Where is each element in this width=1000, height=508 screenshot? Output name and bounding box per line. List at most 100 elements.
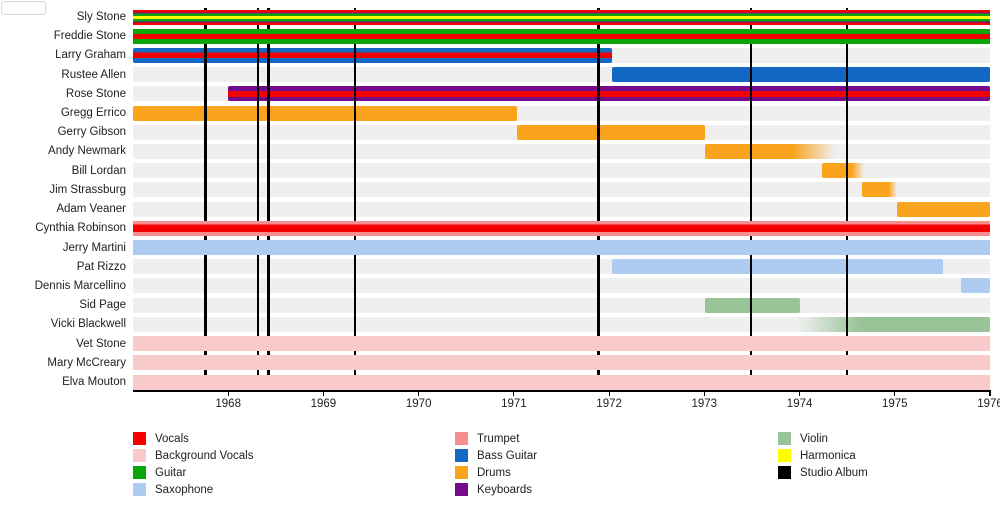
legend-label: Bass Guitar — [477, 449, 538, 462]
vocals-swatch — [133, 432, 146, 445]
legend-item: Violin — [778, 430, 868, 447]
member-label: Freddie Stone — [53, 30, 126, 43]
member-label: Cynthia Robinson — [35, 222, 126, 235]
axis-tick — [894, 390, 896, 396]
harmonica-swatch — [778, 449, 791, 462]
studio-album-line — [845, 8, 849, 390]
trumpet-swatch — [455, 432, 468, 445]
legend-label: Vocals — [155, 432, 189, 445]
legend-item: Bass Guitar — [455, 447, 537, 464]
violin-swatch — [778, 432, 791, 445]
axis-tick — [703, 390, 705, 396]
legend-item: Background Vocals — [133, 447, 253, 464]
row-band — [133, 201, 990, 217]
member-tenure-bar — [612, 67, 990, 83]
axis-tick-label: 1970 — [405, 398, 432, 410]
row-band — [133, 297, 990, 313]
axis-tick — [608, 390, 610, 396]
member-label: Pat Rizzo — [76, 260, 126, 273]
member-tenure-bar — [228, 86, 990, 102]
legend-item: Saxophone — [133, 481, 253, 498]
legend-label: Keyboards — [477, 483, 532, 496]
member-tenure-bar — [133, 28, 990, 44]
legend-column: Trumpet Bass Guitar Drums Keyboards — [455, 430, 537, 498]
member-tenure-bar — [133, 220, 990, 236]
member-label: Rustee Allen — [61, 68, 126, 81]
axis-tick — [322, 390, 324, 396]
legend-column: Violin Harmonica Studio Album — [778, 430, 868, 481]
axis-tick-label: 1974 — [786, 398, 813, 410]
member-tenure-bar — [133, 47, 612, 63]
member-tenure-bar — [133, 355, 990, 371]
studio-album-line — [204, 8, 207, 390]
legend-item: Keyboards — [455, 481, 537, 498]
member-label: Bill Lordan — [71, 164, 126, 177]
member-tenure-bar — [961, 278, 990, 294]
legend-label: Harmonica — [800, 449, 856, 462]
member-label: Sid Page — [79, 299, 126, 312]
member-tenure-bar — [797, 316, 990, 332]
axis-tick-label: 1975 — [882, 398, 908, 410]
member-label: Rose Stone — [65, 87, 126, 100]
member-tenure-bar — [705, 297, 800, 313]
member-tenure-bar — [862, 182, 897, 198]
legend-item: Harmonica — [778, 447, 868, 464]
member-label: Adam Veaner — [56, 203, 126, 216]
member-label: Jim Strassburg — [49, 183, 126, 196]
member-label: Larry Graham — [55, 49, 126, 62]
axis-tick — [799, 390, 801, 396]
member-tenure-bar — [133, 374, 990, 390]
member-label: Jerry Martini — [62, 241, 126, 254]
studio-album-line — [597, 8, 600, 390]
member-tenure-bar — [133, 240, 990, 255]
member-label: Gerry Gibson — [57, 126, 126, 139]
row-band — [133, 182, 990, 198]
axis-tick-label: 1971 — [501, 398, 527, 410]
member-tenure-bar — [822, 163, 865, 179]
member-label: Dennis Marcellino — [34, 279, 126, 292]
legend-item: Vocals — [133, 430, 253, 447]
studio-album-line — [256, 8, 259, 390]
axis-tick — [513, 390, 515, 396]
member-tenure-bar — [133, 105, 517, 121]
legend-column: Vocals Background Vocals Guitar Saxophone — [133, 430, 253, 498]
legend-label: Trumpet — [477, 432, 520, 445]
member-tenure-bar — [896, 201, 990, 217]
studio-album-line — [267, 8, 270, 390]
legend-label: Background Vocals — [155, 449, 254, 462]
studio-album-line — [353, 8, 357, 390]
saxophone-swatch — [133, 483, 146, 496]
row-band — [133, 144, 990, 159]
bass-guitar-swatch — [455, 449, 468, 462]
axis-tick-label: 1972 — [596, 398, 622, 410]
drums-swatch — [455, 466, 468, 479]
member-label: Elva Mouton — [62, 375, 126, 388]
member-label: Vicki Blackwell — [50, 318, 126, 331]
member-label: Sly Stone — [76, 11, 126, 23]
axis-tick — [989, 390, 991, 396]
axis-tick — [418, 390, 420, 396]
legend-label: Drums — [477, 466, 511, 479]
member-label: Gregg Errico — [60, 107, 126, 120]
axis-baseline — [133, 390, 990, 392]
legend-item: Trumpet — [455, 430, 537, 447]
member-tenure-bar — [612, 259, 944, 275]
keyboards-swatch — [455, 483, 468, 496]
legend-label: Guitar — [155, 466, 187, 479]
legend-item: Guitar — [133, 464, 253, 481]
legend-item: Drums — [455, 464, 537, 481]
studio-album-swatch — [778, 466, 791, 479]
guitar-swatch — [133, 466, 146, 479]
member-tenure-bar — [133, 9, 990, 25]
corner-box — [1, 1, 46, 15]
row-band — [133, 163, 990, 179]
axis-tick-label: 1968 — [215, 398, 241, 410]
axis-tick-label: 1969 — [310, 398, 337, 410]
row-band — [133, 278, 990, 294]
legend-label: Violin — [800, 432, 828, 445]
member-label: Mary McCreary — [47, 356, 126, 369]
member-label: Andy Newmark — [48, 145, 126, 158]
member-label: Vet Stone — [76, 337, 126, 350]
background-vocals-swatch — [133, 449, 146, 462]
